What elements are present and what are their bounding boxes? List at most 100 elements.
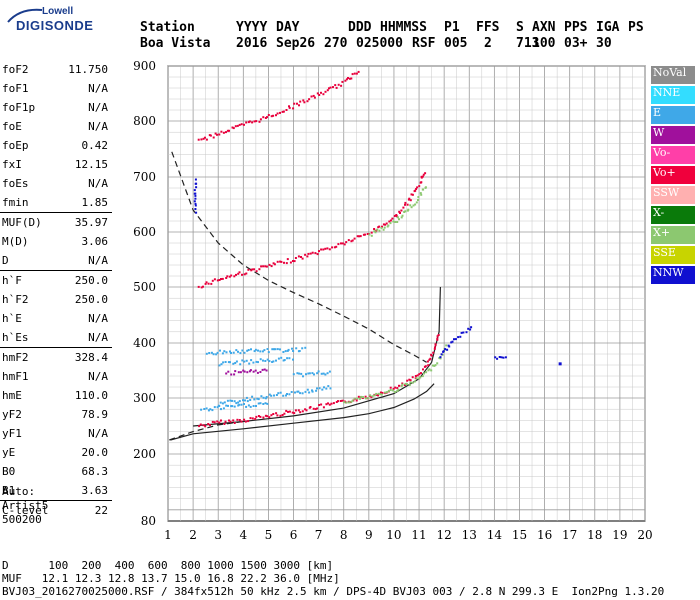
echo-point — [255, 405, 257, 407]
param-row: yF1 N/A — [0, 424, 112, 443]
echo-point — [230, 274, 233, 277]
echo-point — [258, 120, 261, 123]
echo-point — [366, 233, 369, 235]
echo-point — [292, 373, 295, 376]
echo-point — [227, 361, 230, 364]
echo-point — [350, 400, 353, 403]
param-value: 110.0 — [74, 389, 108, 402]
echo-point — [216, 133, 218, 136]
echo-point — [321, 388, 324, 391]
echo-point — [420, 181, 423, 184]
echo-point — [254, 369, 257, 372]
ionogram-chart: 1 2 3 4 5 6 7 8 9 10 11 12 13 14 15 16 17 18 19 20802003004… — [133, 59, 653, 542]
echo-point — [239, 371, 242, 374]
param-row: h`Es N/A — [0, 328, 112, 347]
echo-point — [207, 423, 210, 425]
param-value: N/A — [88, 177, 108, 190]
echo-point — [241, 273, 243, 276]
echo-point — [320, 91, 322, 94]
legend-item: SSE — [651, 246, 695, 264]
param-value: 11.750 — [68, 63, 108, 76]
echo-point — [251, 417, 254, 420]
y-tick-label: 80 — [141, 514, 156, 528]
echo-point — [382, 223, 385, 226]
param-value: N/A — [88, 120, 108, 133]
echo-point — [248, 370, 251, 373]
param-name: foEs — [2, 177, 29, 190]
echo-point — [345, 241, 348, 244]
echo-point — [266, 415, 269, 418]
echo-point — [423, 372, 425, 375]
echo-point — [437, 334, 440, 336]
echo-point — [213, 278, 216, 281]
echo-point — [285, 109, 288, 111]
param-row: C-level 22 — [0, 500, 112, 520]
echo-point — [303, 101, 306, 104]
echo-point — [276, 112, 279, 115]
echo-point — [261, 350, 264, 353]
echo-point — [270, 394, 273, 397]
echo-point — [370, 234, 373, 237]
echo-point — [434, 343, 437, 346]
echo-point — [312, 94, 315, 97]
echo-point — [262, 116, 265, 119]
echo-point — [200, 408, 203, 411]
param-value: 250.0 — [74, 274, 108, 287]
echo-point — [194, 202, 197, 205]
echo-point — [231, 405, 234, 408]
echo-point — [277, 392, 280, 395]
echo-point — [264, 117, 267, 119]
param-value: 20.0 — [81, 446, 109, 459]
echo-point — [253, 120, 256, 123]
echo-point — [213, 421, 216, 424]
echo-point — [322, 248, 325, 251]
echo-point — [317, 370, 320, 373]
echo-point — [268, 393, 271, 396]
echo-point — [243, 370, 246, 373]
echo-point — [290, 391, 293, 393]
echo-point — [367, 397, 370, 400]
echo-point — [231, 399, 233, 402]
logo-line1: Lowell — [42, 6, 74, 17]
echo-point — [403, 384, 406, 386]
param-name: hmF1 — [2, 370, 29, 383]
echo-point — [264, 265, 267, 268]
echo-point — [327, 385, 330, 388]
x-tick-label: 15 — [512, 528, 527, 542]
param-row: hmF2 328.4 — [0, 347, 112, 367]
echo-point — [343, 243, 346, 246]
autoscaling-info: Auto: Artist5 500200 — [2, 485, 48, 527]
param-name: h`E — [2, 312, 22, 325]
param-name: C-level — [2, 504, 49, 517]
echo-point — [243, 351, 246, 354]
echo-point — [294, 391, 296, 394]
param-row: foE N/A — [0, 117, 112, 136]
echo-point — [243, 418, 246, 421]
legend-item: E — [651, 106, 695, 124]
echo-point — [229, 361, 231, 364]
param-row: hmE 110.0 — [0, 386, 112, 405]
echo-point — [353, 397, 356, 400]
echo-point — [301, 392, 304, 395]
echo-point — [320, 248, 323, 251]
header-values-9: 100 — [532, 36, 556, 51]
model-curve-dashed — [169, 420, 244, 441]
echo-point — [389, 389, 392, 391]
echo-point — [283, 359, 286, 361]
echo-point — [406, 203, 409, 206]
footer-muf-row: MUF 12.1 12.3 12.8 13.7 15.0 16.8 22.2 3… — [2, 572, 340, 585]
echo-point — [399, 212, 401, 214]
echo-point — [197, 285, 200, 288]
echo-point — [257, 415, 260, 417]
echo-point — [284, 350, 287, 353]
echo-point — [422, 188, 425, 191]
echo-point — [193, 189, 196, 192]
param-row: B1 3.63 — [0, 481, 112, 500]
echo-point — [414, 203, 417, 206]
x-tick-label: 18 — [587, 528, 602, 542]
echo-point — [256, 397, 259, 400]
echo-point — [250, 269, 253, 272]
echo-point — [265, 265, 268, 268]
echo-point — [311, 251, 314, 254]
echo-point — [264, 360, 267, 362]
